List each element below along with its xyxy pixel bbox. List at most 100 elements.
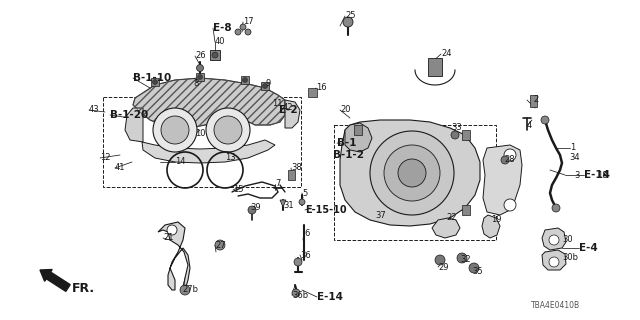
Bar [428, 58, 442, 76]
Polygon shape [432, 218, 460, 238]
Circle shape [343, 17, 353, 27]
Text: E-4: E-4 [579, 243, 598, 253]
Circle shape [196, 65, 204, 71]
Text: E-14: E-14 [584, 170, 610, 180]
Bar [241, 76, 249, 84]
Bar [210, 50, 220, 60]
Text: 26: 26 [195, 52, 205, 60]
Text: 5: 5 [302, 188, 307, 197]
Bar [308, 88, 317, 97]
Polygon shape [285, 100, 300, 128]
Polygon shape [158, 222, 190, 290]
Text: 27: 27 [215, 241, 226, 250]
Text: 43: 43 [89, 106, 100, 115]
Circle shape [501, 156, 509, 164]
Circle shape [541, 116, 549, 124]
Text: TBA4E0410B: TBA4E0410B [531, 301, 580, 310]
Text: 36b: 36b [292, 291, 308, 300]
Text: E-2: E-2 [279, 105, 298, 115]
Text: 24: 24 [441, 50, 451, 59]
Text: E-15-10: E-15-10 [305, 205, 347, 215]
Text: 1: 1 [570, 143, 575, 153]
Text: 6: 6 [304, 228, 309, 237]
Text: 20: 20 [340, 106, 351, 115]
Text: 4: 4 [527, 122, 532, 131]
Circle shape [294, 258, 302, 266]
Circle shape [435, 255, 445, 265]
Circle shape [152, 79, 157, 84]
Text: 3: 3 [574, 171, 579, 180]
Text: B-1: B-1 [337, 138, 356, 148]
Polygon shape [482, 215, 500, 238]
Polygon shape [542, 228, 566, 250]
Polygon shape [142, 140, 275, 163]
Polygon shape [340, 120, 480, 226]
Text: 19: 19 [491, 215, 502, 225]
Text: 30: 30 [562, 236, 573, 244]
Circle shape [504, 199, 516, 211]
Text: 27b: 27b [182, 285, 198, 294]
Circle shape [198, 75, 202, 79]
Circle shape [262, 84, 268, 89]
Text: 25: 25 [345, 12, 355, 20]
Text: 12: 12 [100, 154, 111, 163]
Text: 29: 29 [438, 262, 449, 271]
Circle shape [451, 131, 459, 139]
Text: 33: 33 [451, 124, 461, 132]
FancyArrow shape [40, 269, 70, 292]
Circle shape [552, 204, 560, 212]
Polygon shape [133, 78, 285, 128]
Text: 18: 18 [597, 171, 607, 180]
Text: 38: 38 [291, 164, 301, 172]
Circle shape [398, 159, 426, 187]
Circle shape [180, 285, 190, 295]
Circle shape [384, 145, 440, 201]
Circle shape [167, 225, 177, 235]
Text: 16: 16 [316, 84, 326, 92]
Bar [103, 97, 301, 187]
Text: 32: 32 [460, 255, 470, 265]
Polygon shape [280, 200, 286, 207]
Text: 41: 41 [115, 164, 125, 172]
Text: B-1-10: B-1-10 [133, 73, 172, 83]
Text: 42: 42 [283, 103, 294, 113]
Circle shape [215, 240, 225, 250]
Text: 35: 35 [472, 267, 483, 276]
Polygon shape [345, 123, 372, 152]
Circle shape [549, 257, 559, 267]
Bar [530, 95, 537, 107]
Text: 37: 37 [375, 211, 386, 220]
Text: 11: 11 [272, 100, 282, 108]
Polygon shape [125, 108, 143, 142]
Text: FR.: FR. [72, 282, 95, 294]
Circle shape [212, 52, 218, 58]
Text: 7: 7 [275, 180, 280, 188]
Text: 9: 9 [265, 79, 270, 89]
Circle shape [206, 108, 250, 152]
Circle shape [240, 24, 246, 30]
Bar [462, 130, 470, 140]
Text: 34: 34 [569, 154, 580, 163]
Circle shape [235, 29, 241, 35]
Text: 31: 31 [283, 201, 294, 210]
Circle shape [161, 116, 189, 144]
Circle shape [457, 253, 467, 263]
Text: 30b: 30b [562, 253, 578, 262]
Circle shape [299, 199, 305, 205]
Polygon shape [483, 145, 522, 215]
Text: E-8: E-8 [213, 23, 232, 33]
Text: 17: 17 [243, 18, 253, 27]
Circle shape [469, 263, 479, 273]
Text: 40: 40 [215, 37, 225, 46]
Text: 28: 28 [504, 156, 515, 164]
Circle shape [504, 149, 516, 161]
Bar [196, 73, 204, 81]
Text: 39: 39 [250, 204, 260, 212]
Polygon shape [542, 250, 566, 270]
Bar [151, 78, 159, 86]
Bar [462, 205, 470, 215]
Text: B-1-20: B-1-20 [110, 110, 148, 120]
Bar [261, 82, 269, 90]
Circle shape [292, 289, 300, 297]
Circle shape [245, 29, 251, 35]
